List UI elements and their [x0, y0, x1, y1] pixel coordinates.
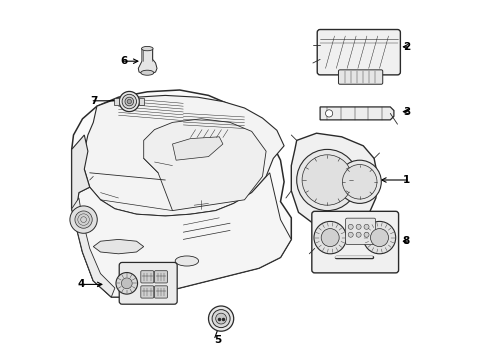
Circle shape [208, 306, 233, 331]
Polygon shape [291, 133, 377, 227]
Circle shape [125, 97, 133, 106]
FancyBboxPatch shape [154, 271, 167, 283]
Polygon shape [84, 95, 284, 216]
Text: 8: 8 [402, 236, 409, 246]
FancyBboxPatch shape [154, 286, 167, 298]
FancyBboxPatch shape [141, 286, 153, 298]
Circle shape [119, 91, 139, 112]
Polygon shape [139, 98, 144, 105]
Text: 7: 7 [90, 96, 98, 106]
Circle shape [355, 224, 361, 229]
Circle shape [127, 99, 131, 104]
FancyBboxPatch shape [311, 211, 398, 273]
Circle shape [215, 313, 226, 324]
Circle shape [121, 278, 132, 289]
Ellipse shape [141, 70, 153, 75]
Circle shape [363, 221, 395, 254]
FancyBboxPatch shape [338, 70, 382, 84]
Text: 3: 3 [402, 107, 409, 117]
Circle shape [347, 224, 352, 229]
Circle shape [355, 232, 361, 237]
Polygon shape [72, 90, 291, 297]
Circle shape [116, 273, 137, 294]
Polygon shape [143, 119, 265, 211]
Text: 2: 2 [402, 42, 409, 52]
Circle shape [302, 155, 352, 205]
Polygon shape [93, 239, 143, 254]
Polygon shape [72, 198, 115, 297]
Circle shape [370, 229, 387, 247]
FancyBboxPatch shape [317, 30, 400, 75]
Circle shape [122, 94, 136, 109]
Circle shape [342, 165, 376, 199]
Polygon shape [138, 49, 157, 74]
FancyBboxPatch shape [345, 218, 375, 244]
Circle shape [363, 224, 368, 229]
Circle shape [212, 310, 230, 328]
Text: 5: 5 [213, 335, 221, 345]
Circle shape [363, 232, 368, 237]
Ellipse shape [175, 256, 198, 266]
Polygon shape [172, 137, 223, 160]
Circle shape [75, 211, 92, 228]
Text: 6: 6 [120, 56, 127, 66]
Text: 1: 1 [402, 175, 409, 185]
Circle shape [296, 149, 357, 211]
Polygon shape [320, 107, 393, 120]
Circle shape [347, 232, 352, 237]
FancyBboxPatch shape [141, 271, 153, 283]
Polygon shape [114, 98, 119, 105]
Circle shape [313, 221, 346, 254]
Circle shape [325, 110, 332, 117]
Polygon shape [72, 135, 89, 216]
FancyBboxPatch shape [119, 262, 177, 304]
Circle shape [337, 160, 381, 203]
Circle shape [70, 206, 97, 233]
Ellipse shape [141, 46, 153, 51]
Text: 4: 4 [77, 279, 84, 289]
Polygon shape [75, 173, 291, 297]
Circle shape [321, 229, 339, 247]
